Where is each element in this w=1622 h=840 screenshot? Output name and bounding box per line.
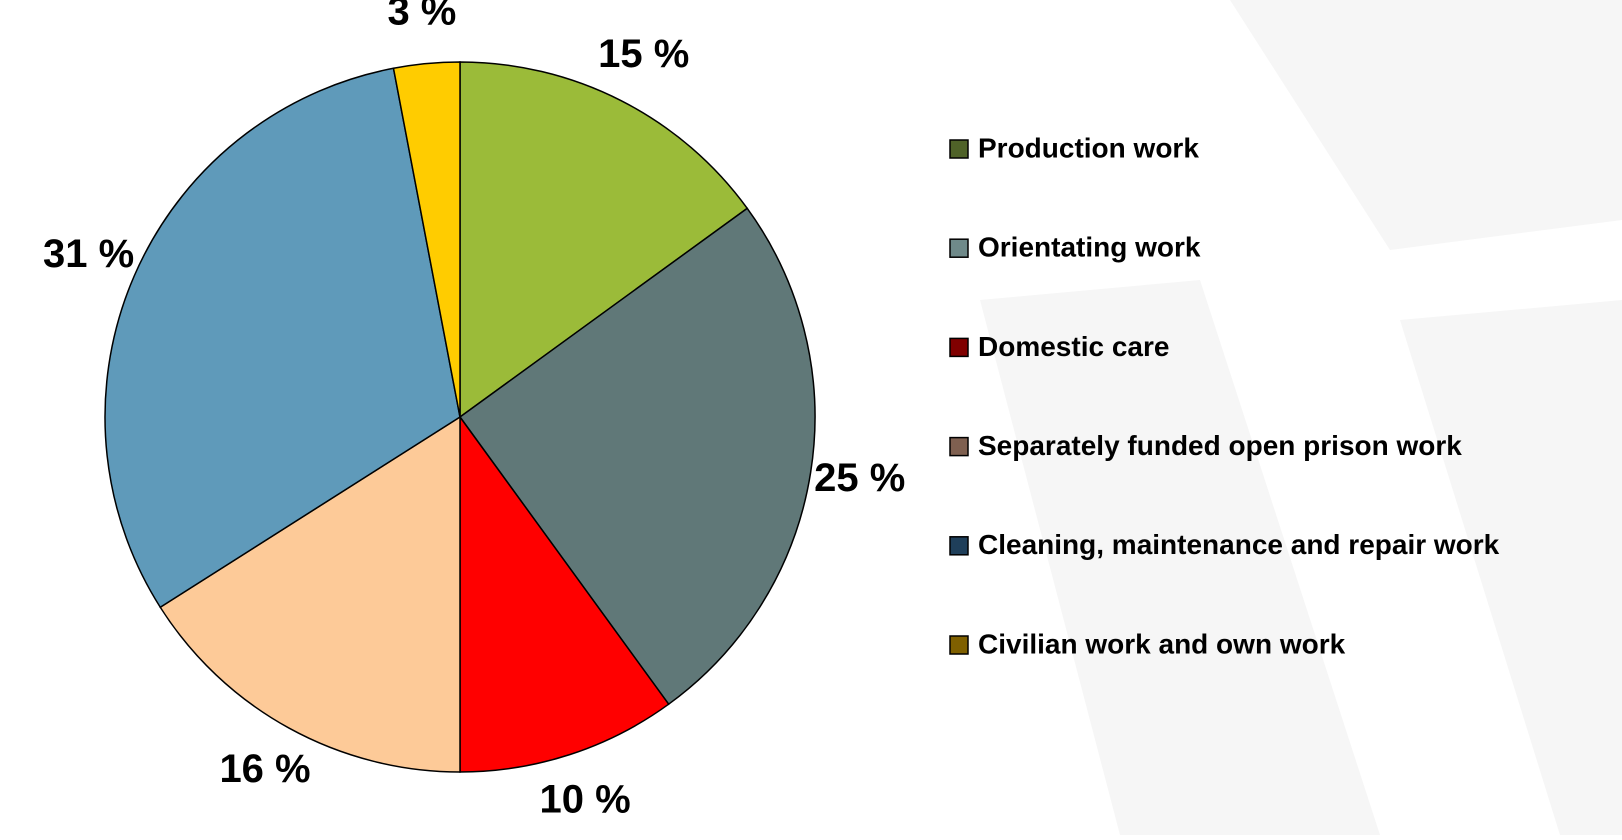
legend-swatch — [949, 238, 969, 258]
legend-label: Cleaning, maintenance and repair work — [978, 529, 1500, 560]
pie-slice — [458, 207, 816, 706]
value-label: 10 % — [539, 777, 630, 821]
pie-slice — [392, 61, 461, 418]
value-label: 15 % — [598, 32, 689, 76]
value-label: 25 % — [814, 456, 905, 500]
legend-label: Civilian work and own work — [978, 628, 1346, 659]
legend-swatch — [949, 337, 969, 358]
pie-slice — [159, 415, 461, 773]
legend-label: Orientating work — [978, 232, 1201, 263]
value-label: 16 % — [219, 747, 310, 791]
pie-slice — [459, 414, 670, 773]
legend-label: Domestic care — [978, 331, 1169, 362]
value-label: 31 % — [43, 232, 134, 276]
legend-swatch — [949, 635, 969, 655]
value-label: 3 % — [387, 0, 456, 34]
background-shapes — [980, 0, 1622, 835]
legend-label: Separately funded open prison work — [978, 430, 1462, 461]
pie-slice — [104, 67, 461, 609]
legend-label: Production work — [978, 132, 1199, 163]
legend-swatch — [949, 536, 969, 556]
pie-slice — [459, 61, 749, 419]
legend-swatch — [949, 139, 969, 159]
legend-swatch — [949, 436, 969, 457]
